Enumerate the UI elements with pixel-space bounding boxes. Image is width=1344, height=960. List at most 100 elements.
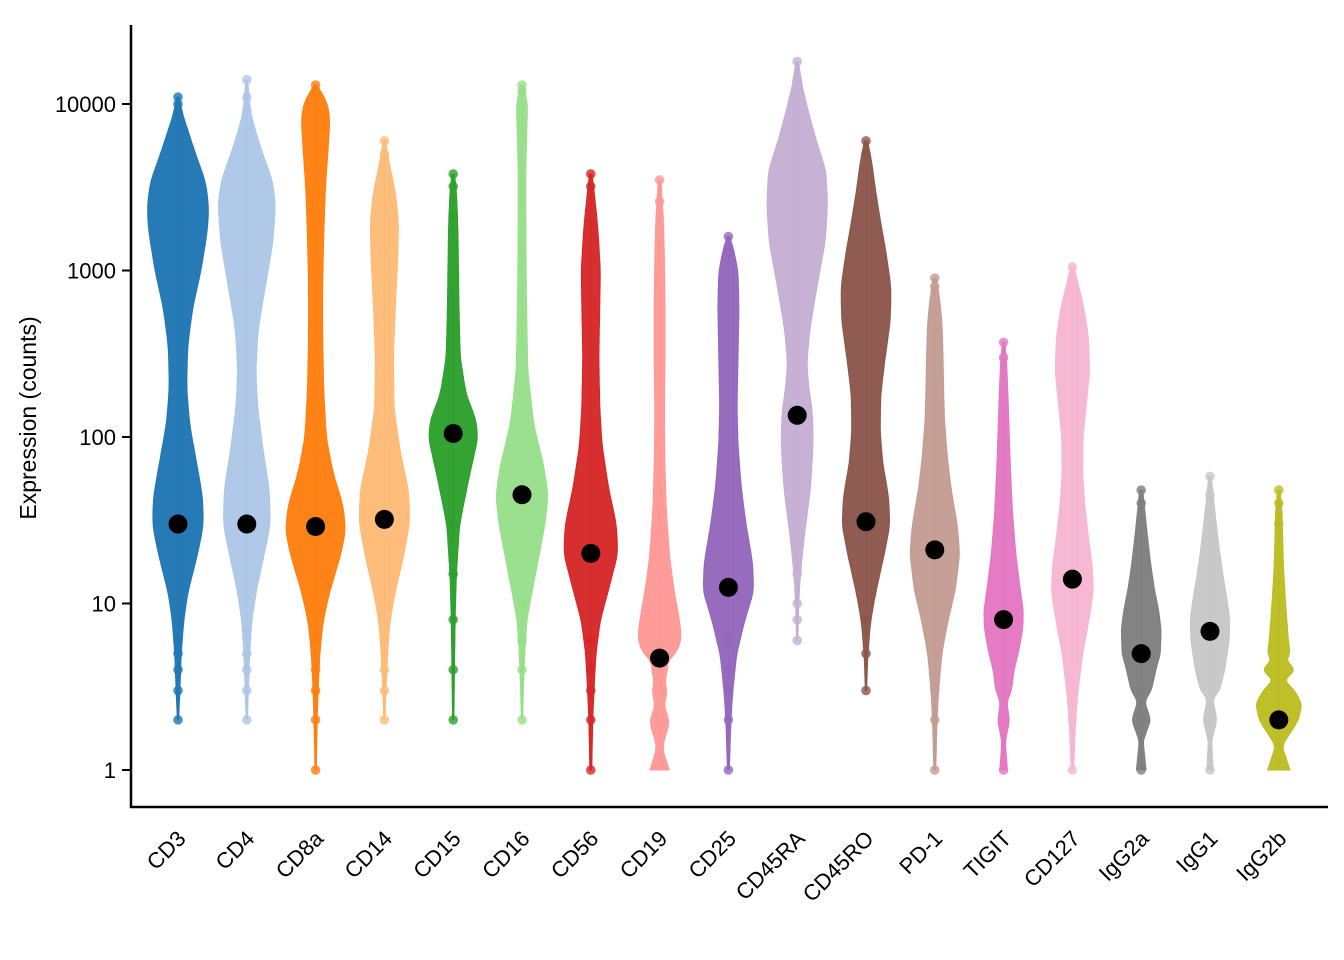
outlier-dot-CD45RA: [792, 74, 802, 85]
outlier-dot-CD15: [448, 169, 459, 179]
outlier-dot-CD25: [723, 685, 734, 696]
outlier-dot-PD-1: [930, 685, 940, 696]
outlier-dot-CD8a: [310, 715, 321, 725]
median-dot-CD25: [718, 577, 738, 597]
outlier-dot-IgG2a: [1136, 715, 1146, 725]
outlier-dot-CD19: [654, 175, 665, 185]
violin-CD16: [495, 84, 549, 721]
x-tick-label-TIGIT: TIGIT: [959, 826, 1016, 883]
violin-CD19: [637, 179, 682, 771]
outlier-dot-IgG1: [1205, 715, 1215, 725]
outlier-dot-CD3: [173, 635, 183, 646]
outlier-dot-CD8a: [310, 685, 321, 696]
violin-CD15: [428, 173, 478, 721]
outlier-dot-CD14: [379, 715, 390, 725]
outlier-dot-CD16: [517, 598, 527, 609]
median-dot-IgG2a: [1131, 644, 1151, 664]
x-tick-label-CD8a: CD8a: [271, 825, 329, 883]
outlier-dot-CD56: [586, 765, 596, 775]
median-dot-CD127: [1062, 569, 1082, 589]
outlier-dot-CD45RA: [792, 635, 802, 646]
outlier-dot-CD8a: [310, 80, 321, 90]
x-tick-label-CD127: CD127: [1019, 826, 1085, 892]
outlier-dot-CD3: [173, 106, 183, 117]
outlier-dot-CD45RA: [792, 56, 802, 67]
x-tick-label-CD14: CD14: [339, 826, 396, 883]
y-tick-label-100: 100: [79, 425, 116, 450]
violin-CD56: [563, 173, 618, 771]
outlier-dot-CD3: [173, 715, 183, 725]
outlier-dot-CD56: [586, 169, 596, 179]
outlier-dot-CD8a: [310, 664, 321, 675]
x-tick-label-IgG2a: IgG2a: [1094, 825, 1155, 886]
x-axis-labels: CD3 CD4 CD8a CD14 CD15 CD16 CD56 CD19 CD25CD45RA…: [142, 825, 1292, 906]
y-tick-label-10: 10: [92, 592, 116, 617]
median-dot-CD4: [237, 514, 257, 534]
outlier-dot-CD45RO: [861, 685, 871, 696]
outlier-dot-CD25: [723, 664, 734, 675]
outlier-dot-CD56: [586, 664, 596, 675]
median-dot-CD45RA: [787, 405, 807, 425]
violin-TIGIT: [983, 341, 1024, 771]
y-axis-ticks: 1 10 100 1000 10000: [55, 92, 131, 783]
outlier-dot-CD15: [448, 715, 459, 725]
outlier-dot-CD16: [517, 664, 527, 675]
outlier-dot-TIGIT: [998, 765, 1009, 775]
median-dot-TIGIT: [994, 610, 1014, 630]
outlier-dot-CD15: [448, 614, 459, 625]
x-tick-label-PD-1: PD-1: [894, 826, 947, 879]
outlier-dot-CD45RA: [792, 569, 802, 579]
outlier-dot-CD15: [448, 569, 459, 579]
median-dot-CD14: [374, 509, 394, 529]
median-dot-IgG2b: [1269, 710, 1289, 730]
outlier-dot-TIGIT: [998, 715, 1009, 725]
outlier-dot-IgG2b: [1274, 485, 1284, 495]
outlier-dot-IgG1: [1205, 765, 1215, 775]
median-dot-CD56: [581, 543, 601, 563]
outlier-dot-CD56: [586, 181, 596, 192]
outlier-dot-TIGIT: [998, 337, 1009, 348]
outlier-dot-PD-1: [930, 281, 940, 292]
outlier-dot-CD4: [242, 92, 252, 102]
outlier-dot-CD4: [242, 624, 252, 635]
violin-PD-1: [909, 277, 960, 771]
outlier-dot-CD16: [517, 715, 527, 725]
outlier-dot-CD25: [723, 635, 734, 646]
violin-CD4: [217, 79, 276, 721]
outlier-dot-IgG2b: [1274, 519, 1284, 529]
outlier-dot-CD4: [242, 648, 252, 659]
outlier-dot-PD-1: [930, 648, 940, 659]
outlier-dot-IgG2a: [1136, 765, 1146, 775]
y-axis-title: Expression (counts): [15, 316, 41, 519]
outlier-dot-CD56: [586, 715, 596, 725]
outlier-dot-CD14: [379, 635, 390, 646]
outlier-dot-IgG2a: [1136, 498, 1146, 509]
median-dot-CD8a: [306, 517, 326, 537]
outlier-dot-CD4: [242, 74, 252, 85]
outlier-dot-CD15: [448, 519, 459, 529]
violin-CD45RO: [840, 140, 892, 692]
violin-CD14: [358, 140, 410, 721]
outlier-dot-IgG2a: [1136, 685, 1146, 696]
outlier-dot-PD-1: [930, 273, 940, 283]
x-tick-label-CD4: CD4: [211, 826, 260, 875]
outlier-dot-CD4: [242, 106, 252, 117]
outlier-dot-CD19: [654, 196, 665, 207]
outlier-dot-PD-1: [930, 715, 940, 725]
outlier-dot-CD25: [723, 765, 734, 775]
outlier-dots: [173, 56, 1284, 775]
outlier-dot-CD127: [1067, 715, 1078, 725]
outlier-dot-CD14: [379, 664, 390, 675]
outlier-dot-CD25: [723, 246, 734, 257]
outlier-dot-CD4: [242, 664, 252, 675]
outlier-dot-CD4: [242, 715, 252, 725]
x-tick-label-CD19: CD19: [615, 826, 672, 883]
outlier-dot-CD127: [1067, 685, 1078, 696]
outlier-dot-CD3: [173, 92, 183, 102]
median-dot-IgG1: [1200, 621, 1220, 641]
outlier-dot-TIGIT: [998, 352, 1009, 363]
outlier-dot-CD25: [723, 715, 734, 725]
x-tick-label-CD15: CD15: [408, 826, 465, 883]
outlier-dot-CD3: [173, 99, 183, 109]
